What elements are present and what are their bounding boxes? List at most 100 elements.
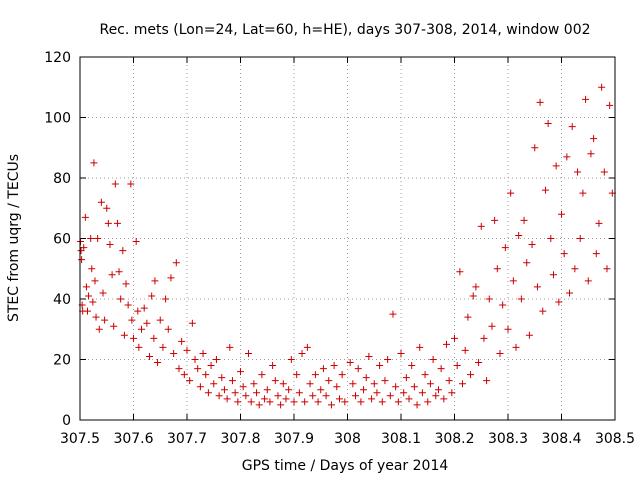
data-point <box>104 219 112 227</box>
data-point <box>113 219 121 227</box>
data-point <box>464 313 472 321</box>
data-point <box>178 337 186 345</box>
x-axis-label: GPS time / Days of year 2014 <box>242 458 449 474</box>
data-point <box>247 398 255 406</box>
data-point <box>239 383 247 391</box>
data-point <box>413 401 421 409</box>
data-point <box>94 235 102 242</box>
data-point <box>453 362 461 370</box>
data-point <box>194 365 202 373</box>
data-point <box>293 371 301 379</box>
data-point <box>456 268 464 276</box>
data-point <box>389 310 397 318</box>
y-tick-label: 60 <box>53 232 71 248</box>
data-point <box>81 213 89 221</box>
data-point <box>92 313 100 321</box>
data-point <box>295 389 303 397</box>
data-point <box>188 319 196 327</box>
data-point <box>424 398 432 406</box>
data-point <box>335 395 343 403</box>
data-point <box>277 401 285 409</box>
data-point <box>408 362 416 370</box>
data-point <box>271 377 279 385</box>
data-point <box>150 334 158 342</box>
data-point <box>282 395 290 403</box>
data-point <box>285 386 293 394</box>
data-point <box>378 398 386 406</box>
data-point <box>493 265 501 273</box>
data-point <box>360 386 368 394</box>
data-point <box>124 301 132 309</box>
data-point <box>394 398 402 406</box>
data-point <box>151 277 159 285</box>
data-point <box>488 322 496 330</box>
data-point <box>480 334 488 342</box>
data-point <box>416 343 424 351</box>
data-point <box>250 380 258 388</box>
data-point <box>319 365 327 373</box>
data-point <box>220 386 228 394</box>
data-point <box>167 274 175 282</box>
data-point <box>373 389 381 397</box>
data-point <box>384 356 392 363</box>
data-point <box>175 365 183 373</box>
data-point <box>202 371 210 379</box>
data-point <box>148 292 156 300</box>
data-point <box>306 380 314 388</box>
plot-frame <box>79 56 616 421</box>
data-point <box>231 389 239 397</box>
data-point <box>263 386 271 394</box>
data-point <box>445 377 453 385</box>
data-point <box>469 292 477 300</box>
data-point <box>228 377 236 385</box>
data-point <box>87 235 95 242</box>
data-point <box>110 322 118 330</box>
x-tick-label: 308.3 <box>488 431 528 447</box>
data-point <box>91 277 99 285</box>
data-point <box>298 349 306 357</box>
data-point <box>170 349 178 357</box>
y-tick-label: 0 <box>62 413 71 429</box>
data-point <box>120 331 128 339</box>
data-point <box>381 377 389 385</box>
y-axis-label: STEC from uqrg / TECUs <box>6 154 22 322</box>
data-point <box>172 259 180 267</box>
data-point <box>418 389 426 397</box>
data-point <box>442 340 450 348</box>
data-point <box>207 362 215 370</box>
x-tick-label: 308.2 <box>434 431 474 447</box>
data-point <box>135 343 143 351</box>
data-point <box>563 153 571 161</box>
data-point <box>525 331 533 339</box>
data-point <box>520 216 528 224</box>
data-point <box>322 392 330 400</box>
data-point <box>472 283 480 291</box>
data-point <box>245 349 253 357</box>
data-point <box>432 392 440 400</box>
data-point <box>349 380 357 388</box>
x-tick-label: 308.4 <box>541 431 581 447</box>
y-tick-labels: 0 20 40 60 80 100 120 <box>44 50 71 429</box>
data-point <box>242 392 250 400</box>
data-point <box>558 210 565 218</box>
data-point <box>266 398 274 406</box>
data-point <box>477 222 485 230</box>
x-tick-labels: 307.5 307.6 307.7 307.8 307.9 308 308.1 308.2 30… <box>60 431 635 447</box>
data-point <box>212 356 220 363</box>
data-point <box>115 268 123 276</box>
data-point <box>146 352 154 360</box>
data-point <box>491 216 499 224</box>
data-point <box>536 98 544 106</box>
data-point <box>410 383 418 391</box>
data-point <box>89 298 97 306</box>
data-point <box>517 295 525 303</box>
data-point <box>400 389 408 397</box>
data-point <box>362 374 370 382</box>
data-point <box>140 304 148 312</box>
x-tick-label: 307.5 <box>60 431 100 447</box>
data-point <box>122 280 130 288</box>
data-point <box>90 159 98 167</box>
data-point <box>354 365 362 373</box>
